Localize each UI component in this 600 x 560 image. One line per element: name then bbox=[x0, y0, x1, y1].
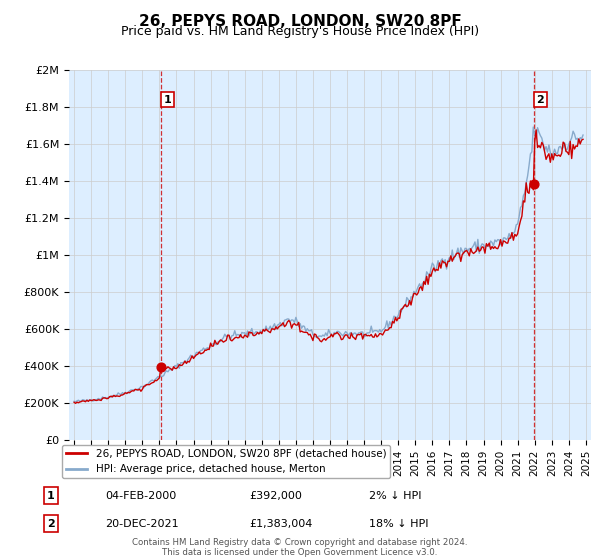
Text: 2% ↓ HPI: 2% ↓ HPI bbox=[369, 491, 421, 501]
Text: 2: 2 bbox=[47, 519, 55, 529]
Text: 20-DEC-2021: 20-DEC-2021 bbox=[105, 519, 179, 529]
Point bbox=[156, 363, 166, 372]
Text: Price paid vs. HM Land Registry's House Price Index (HPI): Price paid vs. HM Land Registry's House … bbox=[121, 25, 479, 38]
Text: Contains HM Land Registry data © Crown copyright and database right 2024.
This d: Contains HM Land Registry data © Crown c… bbox=[132, 538, 468, 557]
Text: 1: 1 bbox=[47, 491, 55, 501]
Text: £392,000: £392,000 bbox=[249, 491, 302, 501]
Text: 26, PEPYS ROAD, LONDON, SW20 8PF: 26, PEPYS ROAD, LONDON, SW20 8PF bbox=[139, 14, 461, 29]
Text: 2: 2 bbox=[536, 95, 544, 105]
Text: 04-FEB-2000: 04-FEB-2000 bbox=[105, 491, 176, 501]
Point bbox=[529, 180, 539, 189]
Legend: 26, PEPYS ROAD, LONDON, SW20 8PF (detached house), HPI: Average price, detached : 26, PEPYS ROAD, LONDON, SW20 8PF (detach… bbox=[62, 445, 391, 478]
Text: 1: 1 bbox=[163, 95, 171, 105]
Text: £1,383,004: £1,383,004 bbox=[249, 519, 313, 529]
Text: 18% ↓ HPI: 18% ↓ HPI bbox=[369, 519, 428, 529]
